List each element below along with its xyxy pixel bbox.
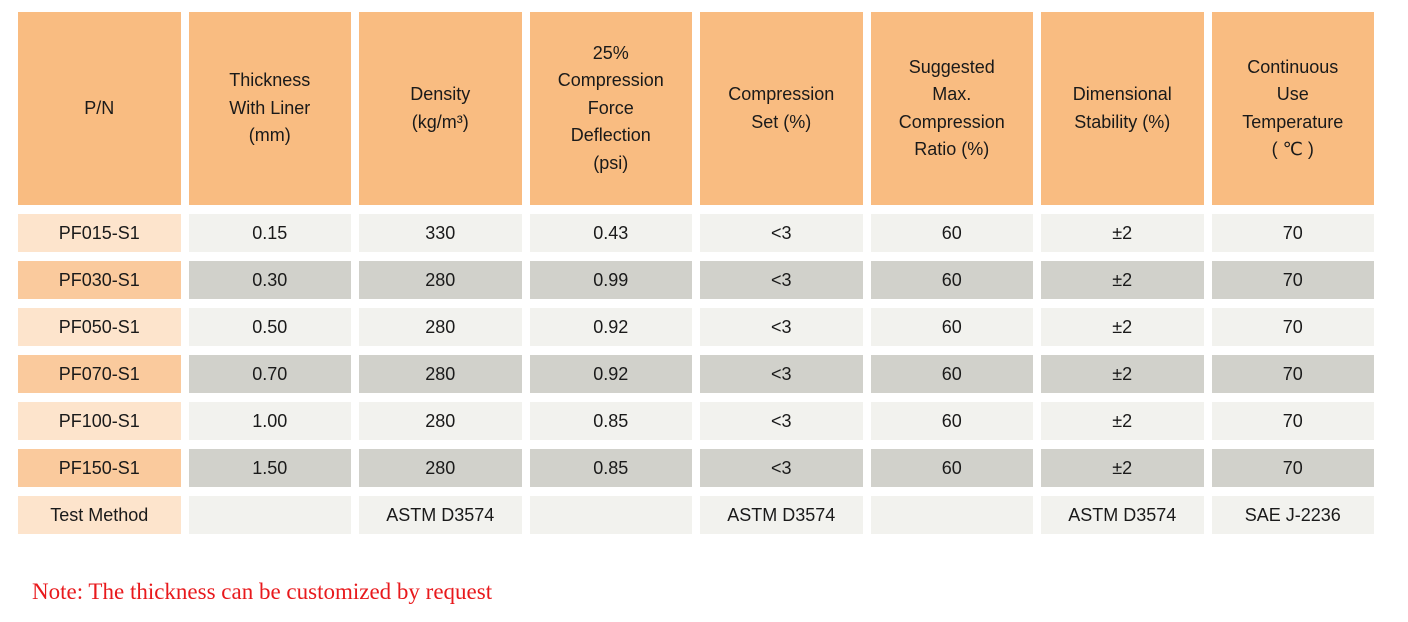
table-cell: 70: [1211, 214, 1374, 252]
column-header-density: Density (kg/m³): [359, 12, 522, 205]
table-cell: 280: [359, 402, 522, 440]
table-row: PF070-S1 0.70 280 0.92 <3 60 ±2 70: [18, 355, 1374, 393]
table-cell: 0.92: [529, 355, 692, 393]
column-header-continuous-use-temperature: Continuous Use Temperature ( ℃ ): [1211, 12, 1374, 205]
part-number-cell: PF070-S1: [18, 355, 181, 393]
column-header-compression-force-deflection: 25% Compression Force Deflection (psi): [529, 12, 692, 205]
table-cell: 0.85: [529, 449, 692, 487]
table-cell: 60: [870, 214, 1033, 252]
column-header-max-compression-ratio: Suggested Max. Compression Ratio (%): [870, 12, 1033, 205]
part-number-cell: PF015-S1: [18, 214, 181, 252]
part-number-cell: PF100-S1: [18, 402, 181, 440]
table-row: PF030-S1 0.30 280 0.99 <3 60 ±2 70: [18, 261, 1374, 299]
column-header-thickness: Thickness With Liner (mm): [188, 12, 351, 205]
table-cell: ±2: [1041, 402, 1204, 440]
header-row: P/N Thickness With Liner (mm) Density (k…: [18, 12, 1374, 205]
table-cell: <3: [700, 402, 863, 440]
table-cell: 70: [1211, 355, 1374, 393]
table-cell: ±2: [1041, 261, 1204, 299]
table-cell: ASTM D3574: [1041, 496, 1204, 534]
column-header-compression-set: Compression Set (%): [700, 12, 863, 205]
datasheet-page: P/N Thickness With Liner (mm) Density (k…: [10, 3, 1382, 604]
part-number-cell: Test Method: [18, 496, 181, 534]
table-cell: ±2: [1041, 449, 1204, 487]
table-cell: 60: [870, 261, 1033, 299]
table-cell: 280: [359, 308, 522, 346]
table-row: PF150-S1 1.50 280 0.85 <3 60 ±2 70: [18, 449, 1374, 487]
table-cell: [188, 496, 351, 534]
table-cell: 0.43: [529, 214, 692, 252]
table-cell: ASTM D3574: [700, 496, 863, 534]
table-cell: ±2: [1041, 214, 1204, 252]
table-cell: 330: [359, 214, 522, 252]
column-header-pn: P/N: [18, 12, 181, 205]
table-cell: ±2: [1041, 355, 1204, 393]
table-cell: 0.15: [188, 214, 351, 252]
table-cell: 0.70: [188, 355, 351, 393]
table-row: PF050-S1 0.50 280 0.92 <3 60 ±2 70: [18, 308, 1374, 346]
table-row-test-method: Test Method ASTM D3574 ASTM D3574 ASTM D…: [18, 496, 1374, 534]
table-cell: 0.30: [188, 261, 351, 299]
table-cell: 70: [1211, 449, 1374, 487]
table-cell: 1.00: [188, 402, 351, 440]
table-cell: 60: [870, 308, 1033, 346]
table-cell: <3: [700, 355, 863, 393]
table-cell: ASTM D3574: [359, 496, 522, 534]
table-cell: <3: [700, 449, 863, 487]
table-cell: 60: [870, 355, 1033, 393]
table-cell: 280: [359, 261, 522, 299]
table-cell: <3: [700, 261, 863, 299]
table-cell: 60: [870, 449, 1033, 487]
part-number-cell: PF050-S1: [18, 308, 181, 346]
table-cell: 280: [359, 449, 522, 487]
table-cell: <3: [700, 308, 863, 346]
part-number-cell: PF150-S1: [18, 449, 181, 487]
table-cell: SAE J-2236: [1211, 496, 1374, 534]
table-cell: [870, 496, 1033, 534]
table-cell: 60: [870, 402, 1033, 440]
table-cell: 70: [1211, 261, 1374, 299]
spec-table-header: P/N Thickness With Liner (mm) Density (k…: [18, 12, 1374, 205]
table-cell: 70: [1211, 308, 1374, 346]
table-cell: ±2: [1041, 308, 1204, 346]
table-cell: 0.85: [529, 402, 692, 440]
spec-table: P/N Thickness With Liner (mm) Density (k…: [10, 3, 1382, 543]
table-row: PF100-S1 1.00 280 0.85 <3 60 ±2 70: [18, 402, 1374, 440]
spec-table-body: PF015-S1 0.15 330 0.43 <3 60 ±2 70 PF030…: [18, 214, 1374, 534]
table-cell: 0.99: [529, 261, 692, 299]
table-cell: 0.92: [529, 308, 692, 346]
column-header-dimensional-stability: Dimensional Stability (%): [1041, 12, 1204, 205]
table-cell: <3: [700, 214, 863, 252]
footnote: Note: The thickness can be customized by…: [32, 579, 493, 604]
part-number-cell: PF030-S1: [18, 261, 181, 299]
table-cell: 0.50: [188, 308, 351, 346]
table-cell: 280: [359, 355, 522, 393]
table-cell: [529, 496, 692, 534]
table-row: PF015-S1 0.15 330 0.43 <3 60 ±2 70: [18, 214, 1374, 252]
table-cell: 70: [1211, 402, 1374, 440]
table-cell: 1.50: [188, 449, 351, 487]
